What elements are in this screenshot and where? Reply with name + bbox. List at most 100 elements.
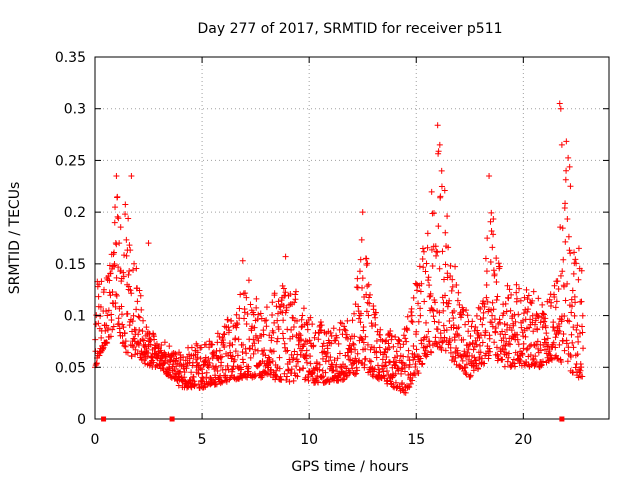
data-point	[280, 302, 287, 309]
data-point	[356, 268, 363, 275]
data-point	[351, 333, 358, 340]
data-point	[495, 355, 502, 362]
data-point	[293, 363, 300, 370]
data-point	[403, 338, 410, 345]
data-point	[430, 313, 437, 320]
data-point	[332, 337, 339, 344]
data-point	[464, 312, 471, 319]
data-point	[255, 311, 262, 318]
data-point	[324, 349, 331, 356]
data-point	[341, 323, 348, 330]
data-point	[190, 374, 197, 381]
data-point	[489, 299, 496, 306]
data-point	[179, 377, 186, 384]
data-point	[492, 325, 499, 332]
data-point	[548, 299, 555, 306]
data-point	[512, 318, 519, 325]
data-point	[344, 317, 351, 324]
data-point	[401, 368, 408, 375]
data-point	[372, 309, 379, 316]
data-point	[122, 343, 129, 350]
data-point	[244, 374, 251, 381]
data-point	[218, 353, 225, 360]
data-point	[233, 324, 240, 331]
data-point	[327, 329, 334, 336]
data-point	[469, 318, 476, 325]
y-tick-label: 0.05	[55, 360, 86, 376]
data-point	[183, 365, 190, 372]
data-point	[342, 371, 349, 378]
data-point	[291, 299, 298, 306]
data-point	[529, 356, 536, 363]
data-point	[313, 365, 320, 372]
data-point	[361, 361, 368, 368]
data-point	[251, 324, 258, 331]
data-point	[120, 324, 127, 331]
data-point	[365, 294, 372, 301]
data-point	[280, 317, 287, 324]
data-point	[420, 264, 427, 271]
data-point	[130, 312, 137, 319]
data-point	[525, 292, 532, 299]
data-point	[426, 293, 433, 300]
data-point	[290, 323, 297, 330]
data-point	[550, 339, 557, 346]
data-point	[463, 361, 470, 368]
data-point	[404, 327, 411, 334]
data-point	[133, 265, 140, 272]
data-point	[556, 100, 563, 107]
data-point	[292, 288, 299, 295]
data-point	[127, 247, 134, 254]
data-point	[551, 293, 558, 300]
data-point	[241, 309, 248, 316]
data-point	[350, 340, 357, 347]
data-point	[135, 331, 142, 338]
data-point	[567, 353, 574, 360]
data-point	[416, 263, 423, 270]
data-point	[343, 373, 350, 380]
data-point	[129, 318, 136, 325]
data-point	[504, 358, 511, 365]
data-point	[224, 362, 231, 369]
y-tick-label: 0.25	[55, 153, 86, 169]
data-point	[417, 305, 424, 312]
data-point	[460, 336, 467, 343]
data-point	[507, 341, 514, 348]
data-point	[436, 309, 443, 316]
data-point	[97, 304, 104, 311]
data-point	[143, 324, 150, 331]
data-point	[443, 326, 450, 333]
data-point	[286, 378, 293, 385]
data-point	[111, 219, 118, 226]
data-point	[336, 350, 343, 357]
data-point	[207, 375, 214, 382]
data-point	[373, 354, 380, 361]
data-point	[301, 341, 308, 348]
data-point	[489, 323, 496, 330]
data-point	[300, 365, 307, 372]
data-point	[564, 358, 571, 365]
data-point	[557, 224, 564, 231]
data-point	[553, 298, 560, 305]
data-point	[557, 105, 564, 112]
data-point	[385, 371, 392, 378]
data-point	[221, 344, 228, 351]
data-point	[531, 321, 538, 328]
data-point	[435, 319, 442, 326]
data-point	[493, 279, 500, 286]
data-point	[252, 346, 259, 353]
data-point	[572, 364, 579, 371]
data-point	[572, 256, 579, 263]
data-point	[451, 336, 458, 343]
data-point	[130, 266, 137, 273]
data-point	[430, 307, 437, 314]
data-point	[369, 371, 376, 378]
data-point	[572, 299, 579, 306]
data-point	[364, 260, 371, 267]
data-point	[364, 283, 371, 290]
data-point	[306, 337, 313, 344]
data-point	[492, 329, 499, 336]
data-point	[383, 367, 390, 374]
data-point	[434, 249, 441, 256]
data-point	[555, 286, 562, 293]
